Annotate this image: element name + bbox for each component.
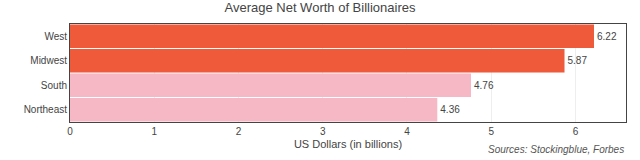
svg-text:3: 3 bbox=[320, 126, 326, 137]
svg-text:6.22: 6.22 bbox=[597, 31, 617, 42]
svg-text:West: West bbox=[44, 31, 67, 42]
svg-text:Northeast: Northeast bbox=[24, 104, 68, 115]
svg-text:5.87: 5.87 bbox=[568, 55, 588, 66]
svg-text:4.76: 4.76 bbox=[474, 80, 494, 91]
svg-text:4.36: 4.36 bbox=[440, 104, 460, 115]
svg-text:6: 6 bbox=[573, 126, 579, 137]
svg-text:0: 0 bbox=[67, 126, 73, 137]
svg-text:Midwest: Midwest bbox=[30, 55, 67, 66]
svg-text:1: 1 bbox=[151, 126, 157, 137]
svg-text:5: 5 bbox=[488, 126, 494, 137]
svg-text:2: 2 bbox=[236, 126, 242, 137]
svg-text:South: South bbox=[41, 80, 67, 91]
svg-text:US Dollars (in billions): US Dollars (in billions) bbox=[294, 138, 402, 150]
svg-text:Average Net Worth of Billionai: Average Net Worth of Billionaires bbox=[224, 0, 416, 15]
svg-text:4: 4 bbox=[404, 126, 410, 137]
svg-text:Sources: Stockingblue, Forbes: Sources: Stockingblue, Forbes bbox=[488, 144, 624, 155]
